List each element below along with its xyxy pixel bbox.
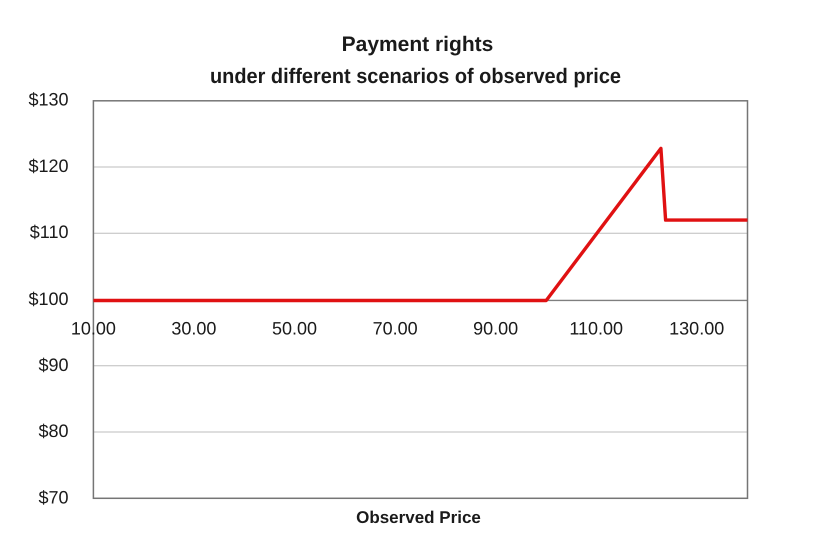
svg-text:$120: $120 bbox=[28, 156, 68, 176]
svg-text:130.00: 130.00 bbox=[669, 319, 724, 339]
svg-text:50.00: 50.00 bbox=[272, 319, 317, 339]
svg-text:$80: $80 bbox=[38, 421, 68, 441]
svg-text:$110: $110 bbox=[30, 222, 69, 242]
svg-text:$70: $70 bbox=[38, 487, 68, 507]
svg-text:Observed Price: Observed Price bbox=[356, 508, 481, 527]
svg-text:110.00: 110.00 bbox=[569, 319, 623, 339]
svg-text:90.00: 90.00 bbox=[473, 319, 518, 339]
svg-text:$90: $90 bbox=[38, 355, 68, 375]
svg-text:10.00: 10.00 bbox=[71, 319, 116, 339]
svg-text:$100: $100 bbox=[28, 289, 68, 309]
svg-text:70.00: 70.00 bbox=[373, 319, 418, 339]
svg-text:Payment rights: Payment rights bbox=[342, 33, 494, 56]
svg-text:30.00: 30.00 bbox=[171, 319, 216, 339]
svg-text:$130: $130 bbox=[28, 90, 68, 110]
svg-text:under different scenarios of o: under different scenarios of observed pr… bbox=[210, 65, 621, 88]
